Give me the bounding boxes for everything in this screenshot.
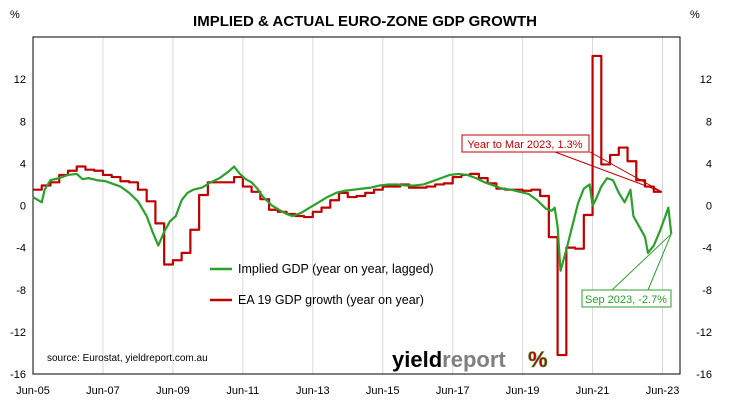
x-tick-label: Jun-23	[646, 385, 680, 397]
series-lines	[32, 54, 673, 357]
y-tick-label-right: 8	[706, 116, 712, 128]
y-tick-label-right: -4	[702, 243, 712, 255]
annotation-text: Year to Mar 2023, 1.3%	[467, 139, 582, 151]
plot-frame	[32, 36, 681, 375]
y-tick-label-left: 12	[14, 74, 26, 86]
legend-label-ea19-gdp: EA 19 GDP growth (year on year)	[238, 293, 424, 307]
legend: Implied GDP (year on year, lagged) EA 19…	[210, 262, 434, 307]
x-tick-label: Jun-13	[296, 385, 330, 397]
annotation-text: Sep 2023, -2.7%	[585, 294, 667, 306]
source-note: source: Eurostat, yieldreport.com.au	[47, 353, 208, 364]
legend-label-implied-gdp: Implied GDP (year on year, lagged)	[238, 262, 434, 276]
annotation-leader	[589, 151, 663, 193]
annotation-leader	[554, 151, 662, 193]
x-tick-label: Jun-07	[86, 385, 120, 397]
grid-lines	[32, 37, 664, 374]
yieldreport-logo: yieldreport %	[392, 347, 548, 373]
x-tick-label: Jun-19	[506, 385, 540, 397]
annotation-mar-2023: Year to Mar 2023, 1.3%	[461, 134, 663, 193]
y-tick-label-left: -12	[10, 327, 26, 339]
left-axis-unit: %	[10, 9, 20, 21]
x-tick-label: Jun-11	[226, 385, 259, 397]
right-axis-ticks: -16 -12 -8 -4 0 4 8 12	[696, 74, 712, 381]
logo-text: yieldreport	[392, 347, 506, 372]
annotation-box	[581, 289, 672, 308]
annotation-leader	[647, 233, 672, 291]
chart-title: IMPLIED & ACTUAL EURO-ZONE GDP GROWTH	[193, 13, 537, 30]
x-tick-label: Jun-05	[16, 385, 50, 397]
y-tick-label-left: -8	[16, 285, 26, 297]
left-axis-ticks: -16 -12 -8 -4 0 4 8 12	[10, 74, 26, 381]
y-tick-label-right: 0	[706, 201, 712, 213]
annotation-leader	[611, 233, 672, 291]
y-tick-label-left: 8	[20, 116, 26, 128]
y-tick-label-left: -4	[16, 243, 26, 255]
series-implied-gdp-line	[32, 165, 673, 272]
x-tick-label: Jun-17	[436, 385, 470, 397]
x-tick-label: Jun-15	[366, 385, 400, 397]
y-tick-label-right: -8	[702, 285, 712, 297]
y-tick-label-left: 4	[20, 158, 26, 170]
y-tick-label-left: 0	[20, 201, 26, 213]
x-tick-label: Jun-09	[156, 385, 190, 397]
right-axis-unit: %	[690, 9, 700, 21]
x-tick-label: Jun-21	[576, 385, 610, 397]
annotation-box	[461, 134, 590, 153]
y-tick-label-right: -12	[696, 327, 712, 339]
series-ea19-gdp-line	[33, 54, 662, 357]
annotation-sep-2023: Sep 2023, -2.7%	[581, 233, 672, 308]
y-tick-label-right: 12	[700, 74, 712, 86]
x-axis-ticks: Jun-05 Jun-07 Jun-09 Jun-11 Jun-13 Jun-15 Jun-…	[16, 385, 679, 397]
y-tick-label-right: 4	[706, 158, 712, 170]
logo-percent-icon: %	[528, 347, 548, 372]
y-tick-label-right: -16	[696, 369, 712, 381]
y-tick-label-left: -16	[10, 369, 26, 381]
